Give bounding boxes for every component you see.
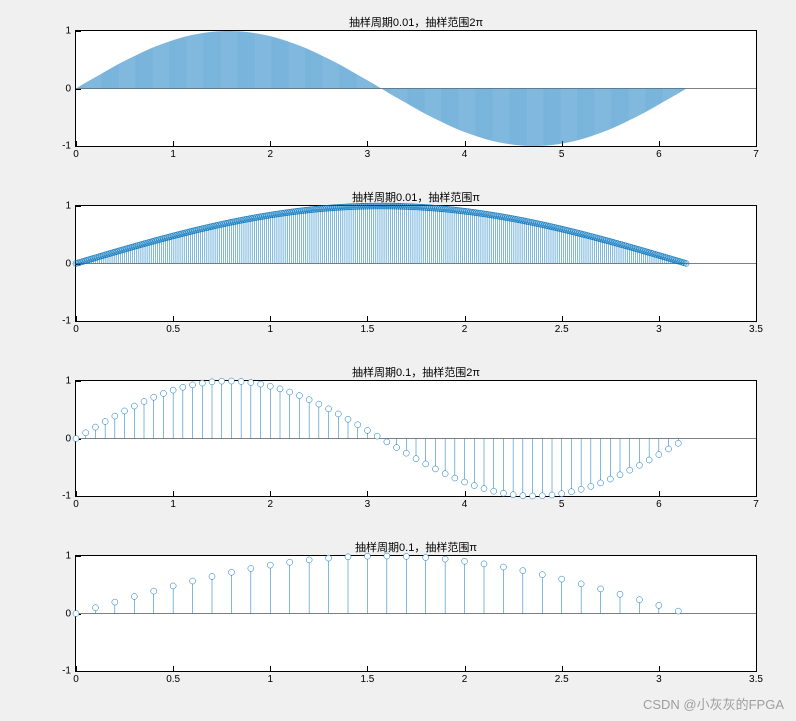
stem-plot xyxy=(76,556,756,671)
ytick-label: 1 xyxy=(65,551,71,562)
xtick-label: 1 xyxy=(170,149,176,160)
ytick-label: -1 xyxy=(62,316,71,327)
subplot-title: 抽样周期0.01，抽样范围π xyxy=(76,189,756,205)
xtick-label: 1 xyxy=(170,499,176,510)
xtick-label: 7 xyxy=(753,499,759,510)
subplot-title: 抽样周期0.1，抽样范围π xyxy=(76,539,756,555)
subplot-3: 抽样周期0.1，抽样范围2π01234567-101 xyxy=(75,380,757,497)
xtick-label: 3.5 xyxy=(749,324,763,335)
xtick-label: 0 xyxy=(73,499,79,510)
ytick-label: -1 xyxy=(62,666,71,677)
xtick-label: 3 xyxy=(365,499,371,510)
xtick-label: 2 xyxy=(462,674,468,685)
xtick-label: 6 xyxy=(656,499,662,510)
subplot-title: 抽样周期0.1，抽样范围2π xyxy=(76,364,756,380)
xtick-label: 5 xyxy=(559,149,565,160)
xtick-label: 2.5 xyxy=(555,324,569,335)
xtick-label: 2 xyxy=(268,149,274,160)
ytick-label: 0 xyxy=(65,83,71,94)
ytick-label: -1 xyxy=(62,491,71,502)
xtick-label: 3.5 xyxy=(749,674,763,685)
stem-plot xyxy=(76,206,756,321)
figure-container: 抽样周期0.01，抽样范围2π01234567-101抽样周期0.01，抽样范围… xyxy=(5,5,791,695)
ytick-label: 1 xyxy=(65,201,71,212)
xtick-label: 1 xyxy=(268,324,274,335)
xtick-label: 5 xyxy=(559,499,565,510)
ytick-label: 0 xyxy=(65,608,71,619)
xtick-label: 3 xyxy=(365,149,371,160)
xtick-label: 0.5 xyxy=(166,674,180,685)
xtick-label: 7 xyxy=(753,149,759,160)
xtick-label: 1.5 xyxy=(360,674,374,685)
xtick-label: 6 xyxy=(656,149,662,160)
xtick-label: 2 xyxy=(462,324,468,335)
subplot-4: 抽样周期0.1，抽样范围π00.511.522.533.5-101 xyxy=(75,555,757,672)
subplot-2: 抽样周期0.01，抽样范围π00.511.522.533.5-101 xyxy=(75,205,757,322)
xtick-label: 0 xyxy=(73,324,79,335)
xtick-label: 1 xyxy=(268,674,274,685)
xtick-label: 4 xyxy=(462,149,468,160)
xtick-label: 0.5 xyxy=(166,324,180,335)
xtick-label: 2 xyxy=(268,499,274,510)
ytick-label: 1 xyxy=(65,376,71,387)
stem-plot xyxy=(76,381,756,496)
xtick-label: 3 xyxy=(656,324,662,335)
subplot-1: 抽样周期0.01，抽样范围2π01234567-101 xyxy=(75,30,757,147)
subplot-title: 抽样周期0.01，抽样范围2π xyxy=(76,14,756,30)
xtick-label: 4 xyxy=(462,499,468,510)
xtick-label: 1.5 xyxy=(360,324,374,335)
xtick-label: 2.5 xyxy=(555,674,569,685)
ytick-label: 0 xyxy=(65,258,71,269)
stem-plot xyxy=(76,31,756,146)
xtick-label: 0 xyxy=(73,674,79,685)
xtick-label: 0 xyxy=(73,149,79,160)
watermark-text: CSDN @小灰灰的FPGA xyxy=(643,694,784,713)
ytick-label: 1 xyxy=(65,26,71,37)
xtick-label: 3 xyxy=(656,674,662,685)
ytick-label: 0 xyxy=(65,433,71,444)
ytick-label: -1 xyxy=(62,141,71,152)
